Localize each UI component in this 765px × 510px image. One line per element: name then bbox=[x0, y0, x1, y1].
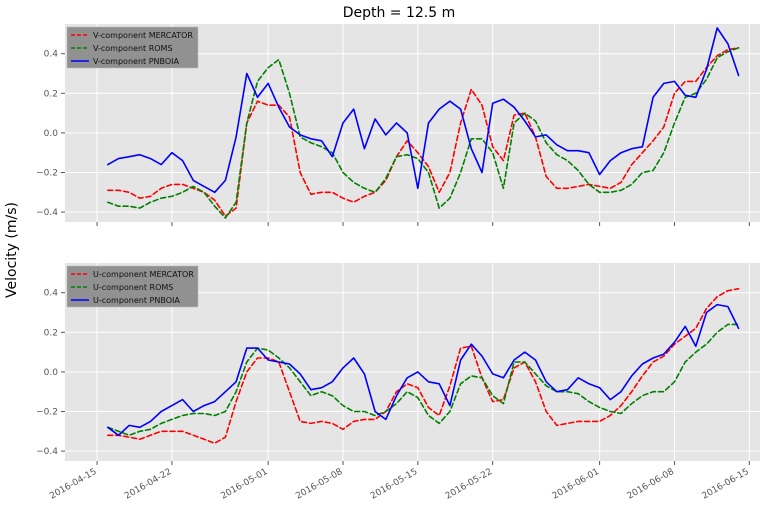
y-tick-label: 0.4 bbox=[44, 50, 59, 60]
x-tick-label: 2016-04-22 bbox=[123, 467, 173, 502]
legend: U-component MERCATOR U-component ROMS U-co… bbox=[66, 265, 199, 308]
legend-label: V-component PNBOIA bbox=[93, 57, 180, 66]
y-tick-label: 0.2 bbox=[44, 89, 58, 99]
x-tick-label: 2016-05-08 bbox=[294, 467, 345, 502]
y-tick-label: −0.4 bbox=[36, 447, 58, 457]
y-tick-label: −0.2 bbox=[36, 408, 58, 418]
legend-label: U-component PNBOIA bbox=[93, 296, 180, 305]
x-tick-label: 2016-05-22 bbox=[444, 467, 494, 502]
x-tick-label: 2016-05-15 bbox=[369, 467, 419, 502]
y-tick-label: 0.2 bbox=[44, 328, 58, 338]
legend-label: V-component MERCATOR bbox=[93, 31, 193, 40]
legend: V-component MERCATOR V-component ROMS V-co… bbox=[66, 26, 199, 69]
y-tick-label: 0.0 bbox=[44, 129, 59, 139]
x-tick-label: 2016-06-15 bbox=[701, 467, 751, 502]
y-tick-label: −0.4 bbox=[36, 208, 58, 218]
legend-label: V-component ROMS bbox=[93, 44, 173, 53]
x-tick-label: 2016-06-01 bbox=[551, 467, 601, 502]
u-component-panel: 2016-04-15 2016-04-22 2016-05-01 2016-05-08… bbox=[36, 263, 760, 502]
series-line-v-component-roms bbox=[107, 46, 740, 219]
y-tick-label: 0.4 bbox=[44, 289, 59, 299]
v-component-panel: −0.4−0.20.00.20.4V-component MERCATORV-c… bbox=[36, 24, 760, 226]
legend-label: U-component MERCATOR bbox=[93, 270, 194, 279]
y-tick-label: 0.0 bbox=[44, 368, 59, 378]
x-tick-label: 2016-05-01 bbox=[219, 467, 269, 502]
y-tick-label: −0.2 bbox=[36, 169, 58, 179]
series-line-v-component-pnboia bbox=[107, 27, 740, 194]
series-line-u-component-pnboia bbox=[107, 303, 740, 437]
x-tick-label: 2016-06-08 bbox=[626, 467, 677, 502]
y-axis-label: Velocity (m/s) bbox=[4, 202, 20, 298]
chart-title: Depth = 12.5 m bbox=[343, 5, 456, 21]
x-tick-label: 2016-04-15 bbox=[48, 467, 98, 502]
legend-label: U-component ROMS bbox=[93, 283, 173, 292]
series-line-u-component-roms bbox=[107, 323, 740, 437]
series-line-u-component-mercator bbox=[107, 287, 740, 445]
